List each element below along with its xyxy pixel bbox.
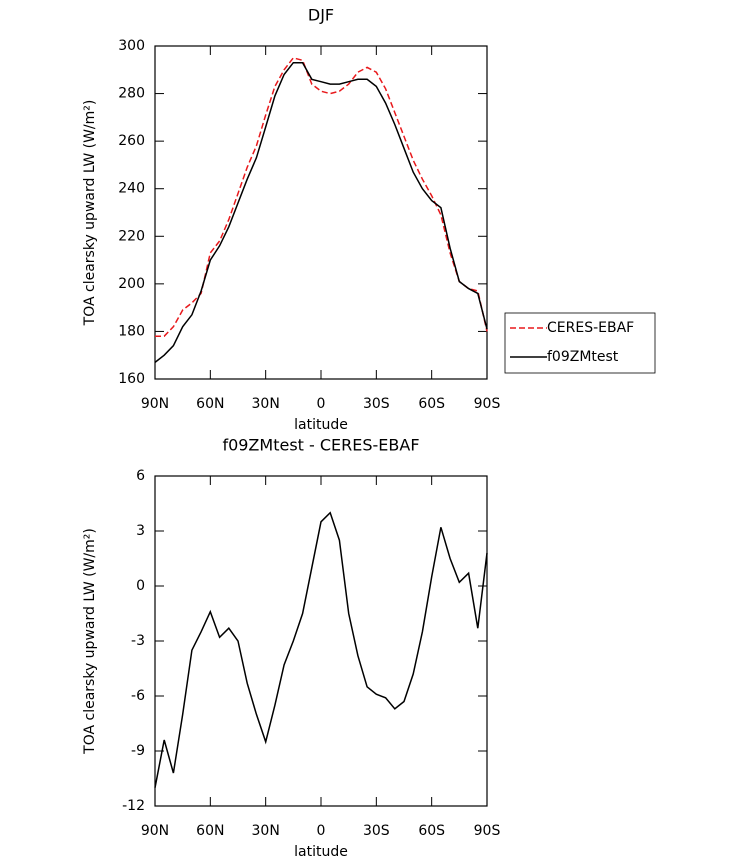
y-tick-label: -9 (131, 743, 145, 759)
x-tick-label: 60S (418, 823, 445, 839)
y-tick-label: -6 (131, 688, 145, 704)
legend-box (504, 312, 656, 374)
x-axis-label: latitude (294, 844, 348, 860)
x-tick-label: 60N (196, 396, 224, 412)
y-tick-label: -12 (122, 798, 145, 814)
y-tick-label: 200 (118, 276, 145, 292)
x-tick-label: 30N (252, 396, 280, 412)
x-tick-label: 90N (141, 396, 169, 412)
y-tick-label: 3 (136, 523, 145, 539)
x-tick-label: 90N (141, 823, 169, 839)
y-tick-label: 280 (118, 86, 145, 102)
chart-title: DJF (308, 6, 334, 25)
data-line (154, 61, 488, 363)
data-line (154, 511, 488, 788)
x-tick-label: 90S (474, 396, 501, 412)
plot-frame (154, 45, 488, 380)
x-tick-label: 90S (474, 823, 501, 839)
y-tick-label: 180 (118, 323, 145, 339)
x-tick-label: 30N (252, 823, 280, 839)
y-tick-label: 0 (136, 578, 145, 594)
y-axis-label: TOA clearsky upward LW (W/m²) (82, 528, 98, 755)
y-tick-label: 300 (118, 38, 145, 54)
y-axis-label: TOA clearsky upward LW (W/m²) (82, 100, 98, 327)
y-tick-label: 240 (118, 181, 145, 197)
x-tick-label: 30S (363, 823, 390, 839)
legend-label: f09ZMtest (547, 349, 619, 365)
chart-title: f09ZMtest - CERES-EBAF (222, 436, 419, 455)
y-tick-label: -3 (131, 633, 145, 649)
x-tick-label: 0 (317, 396, 326, 412)
x-tick-label: 60S (418, 396, 445, 412)
y-tick-label: 6 (136, 468, 145, 484)
legend-label: CERES-EBAF (547, 320, 634, 336)
data-line (155, 57, 488, 337)
y-tick-label: 260 (118, 133, 145, 149)
x-tick-label: 0 (317, 823, 326, 839)
x-axis-label: latitude (294, 417, 348, 433)
y-tick-label: 160 (118, 371, 145, 387)
x-tick-label: 30S (363, 396, 390, 412)
y-tick-label: 220 (118, 228, 145, 244)
x-tick-label: 60N (196, 823, 224, 839)
